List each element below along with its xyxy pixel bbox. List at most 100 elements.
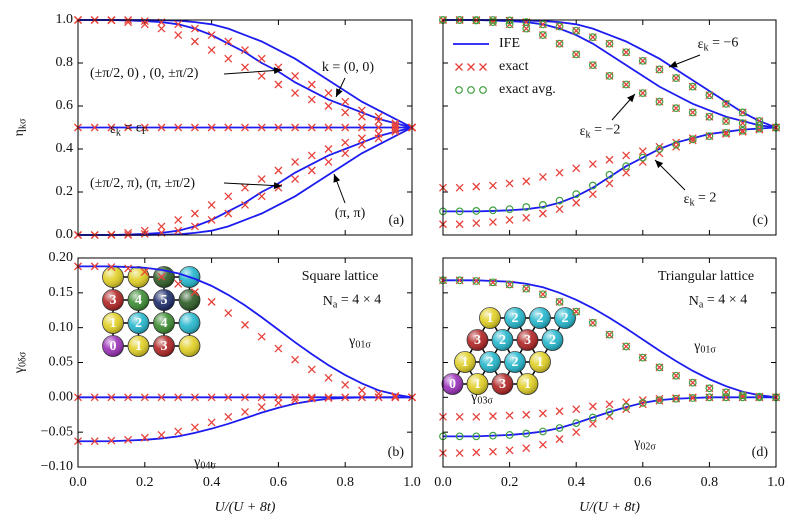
marker-circle (572, 307, 581, 316)
marker-x (522, 213, 531, 222)
annotation: Na = 4 × 4 (323, 293, 381, 311)
plot-frame (77, 19, 413, 236)
plot-frame (442, 257, 777, 468)
marker-x (140, 226, 149, 235)
marker-circle (489, 431, 497, 440)
marker-x (341, 393, 350, 402)
marker-circle (638, 89, 647, 97)
marker-x (257, 332, 266, 341)
marker-x (224, 412, 233, 421)
marker-circle (472, 207, 481, 215)
arrow-head (669, 60, 678, 68)
marker-x (572, 164, 581, 173)
marker-x (472, 448, 481, 457)
site-shine (102, 266, 124, 288)
marker-x (140, 433, 149, 442)
marker-circle (705, 112, 714, 121)
site-shine (153, 312, 175, 334)
marker-circle (705, 132, 714, 141)
marker-circle (522, 429, 531, 438)
site-label: 1 (537, 355, 544, 370)
marker-x (688, 134, 697, 143)
text-part: ε (110, 122, 116, 137)
text-part: Triangular lattice (658, 269, 754, 284)
annotation: εk = −6 (698, 36, 739, 54)
marker-x (241, 183, 249, 192)
y-tick-label: −0.05 (41, 424, 73, 439)
marker-x (357, 134, 366, 143)
site-label: 2 (562, 311, 569, 326)
line (443, 19, 777, 129)
text-part: = −6 (709, 36, 739, 51)
site-shine (479, 351, 501, 373)
marker-x (374, 134, 383, 143)
text-part: γ (693, 339, 700, 354)
site-shine (179, 335, 200, 357)
marker-circle (705, 91, 714, 100)
marker-x (605, 400, 614, 409)
text-part: 01σ (700, 345, 716, 356)
marker-x (291, 123, 300, 132)
marker-x (341, 108, 350, 117)
marker-x (207, 31, 216, 40)
plot-frame (442, 19, 777, 236)
marker-x (241, 393, 249, 402)
site-label: 1 (135, 339, 142, 354)
site-shine (517, 329, 538, 351)
marker-circle (705, 384, 714, 393)
y-axis-label: γ0δσ (12, 351, 29, 374)
arrow-head (627, 94, 635, 103)
x-tick-label: 0.8 (701, 475, 719, 490)
site-shine (529, 307, 551, 329)
marker-x (224, 393, 233, 402)
marker-x (157, 24, 166, 33)
marker-circle (638, 56, 647, 65)
site-shine (492, 373, 513, 395)
marker-circle (539, 31, 547, 39)
marker-circle (755, 124, 764, 133)
text-part: a (333, 300, 338, 311)
site-label: 0 (449, 377, 456, 392)
text-part: γ (348, 334, 355, 349)
marker-x (174, 20, 183, 29)
site-shine (529, 351, 551, 373)
marker-x (488, 181, 497, 190)
marker-x (291, 175, 300, 184)
marker-x (357, 140, 366, 149)
marker-x (588, 402, 597, 411)
legend-swatch (467, 86, 475, 94)
marker-x (107, 263, 116, 272)
marker-x (241, 123, 249, 132)
marker-circle (722, 99, 730, 108)
marker-circle (672, 371, 680, 380)
marker-x (257, 393, 266, 402)
marker-circle (605, 408, 614, 416)
marker-circle (455, 207, 464, 216)
marker-x (207, 200, 216, 209)
text-part: k = (0, 0) (322, 60, 375, 75)
marker-x (655, 142, 664, 151)
marker-circle (655, 97, 664, 106)
site-shine (128, 335, 149, 357)
legend-swatch (479, 86, 487, 94)
legend-label: exact (499, 59, 529, 74)
annotation: γ01σ (348, 334, 371, 351)
site-shine (467, 373, 488, 395)
text-part: 01σ (355, 340, 371, 351)
text-part: = 2 (695, 191, 717, 206)
site-shine (467, 329, 488, 351)
marker-x (241, 320, 249, 329)
marker-x (555, 205, 564, 214)
marker-x (357, 386, 366, 395)
marker-circle (555, 22, 564, 31)
marker-circle (705, 393, 714, 402)
marker-circle (722, 117, 730, 125)
marker-circle (539, 200, 547, 209)
line (78, 19, 413, 129)
marker-x (257, 71, 266, 80)
marker-circle (605, 39, 614, 48)
arrow-head (336, 88, 343, 97)
marker-x (274, 80, 283, 89)
annotation: (±π/2, 0) , (0, ±π/2) (90, 66, 199, 81)
marker-x (224, 309, 233, 317)
